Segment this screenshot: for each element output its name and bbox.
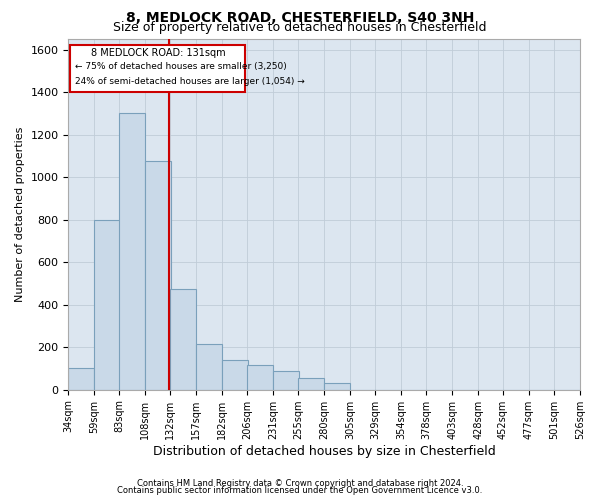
Bar: [68, 368, 94, 390]
Y-axis label: Number of detached properties: Number of detached properties: [15, 126, 25, 302]
Text: ← 75% of detached houses are smaller (3,250): ← 75% of detached houses are smaller (3,…: [74, 62, 286, 71]
Bar: [170, 289, 196, 390]
Bar: [298, 378, 324, 390]
Text: 8, MEDLOCK ROAD, CHESTERFIELD, S40 3NH: 8, MEDLOCK ROAD, CHESTERFIELD, S40 3NH: [126, 11, 474, 25]
FancyBboxPatch shape: [70, 46, 245, 92]
Text: Contains HM Land Registry data © Crown copyright and database right 2024.: Contains HM Land Registry data © Crown c…: [137, 478, 463, 488]
Bar: [119, 114, 145, 390]
Bar: [273, 370, 299, 390]
Bar: [94, 220, 121, 390]
X-axis label: Distribution of detached houses by size in Chesterfield: Distribution of detached houses by size …: [153, 444, 496, 458]
Bar: [247, 366, 273, 390]
Text: Contains public sector information licensed under the Open Government Licence v3: Contains public sector information licen…: [118, 486, 482, 495]
Bar: [324, 384, 350, 390]
Text: 8 MEDLOCK ROAD: 131sqm: 8 MEDLOCK ROAD: 131sqm: [91, 48, 225, 58]
Text: 24% of semi-detached houses are larger (1,054) →: 24% of semi-detached houses are larger (…: [74, 76, 304, 86]
Bar: [145, 161, 172, 390]
Text: Size of property relative to detached houses in Chesterfield: Size of property relative to detached ho…: [113, 21, 487, 34]
Bar: [196, 344, 222, 390]
Bar: [222, 360, 248, 390]
